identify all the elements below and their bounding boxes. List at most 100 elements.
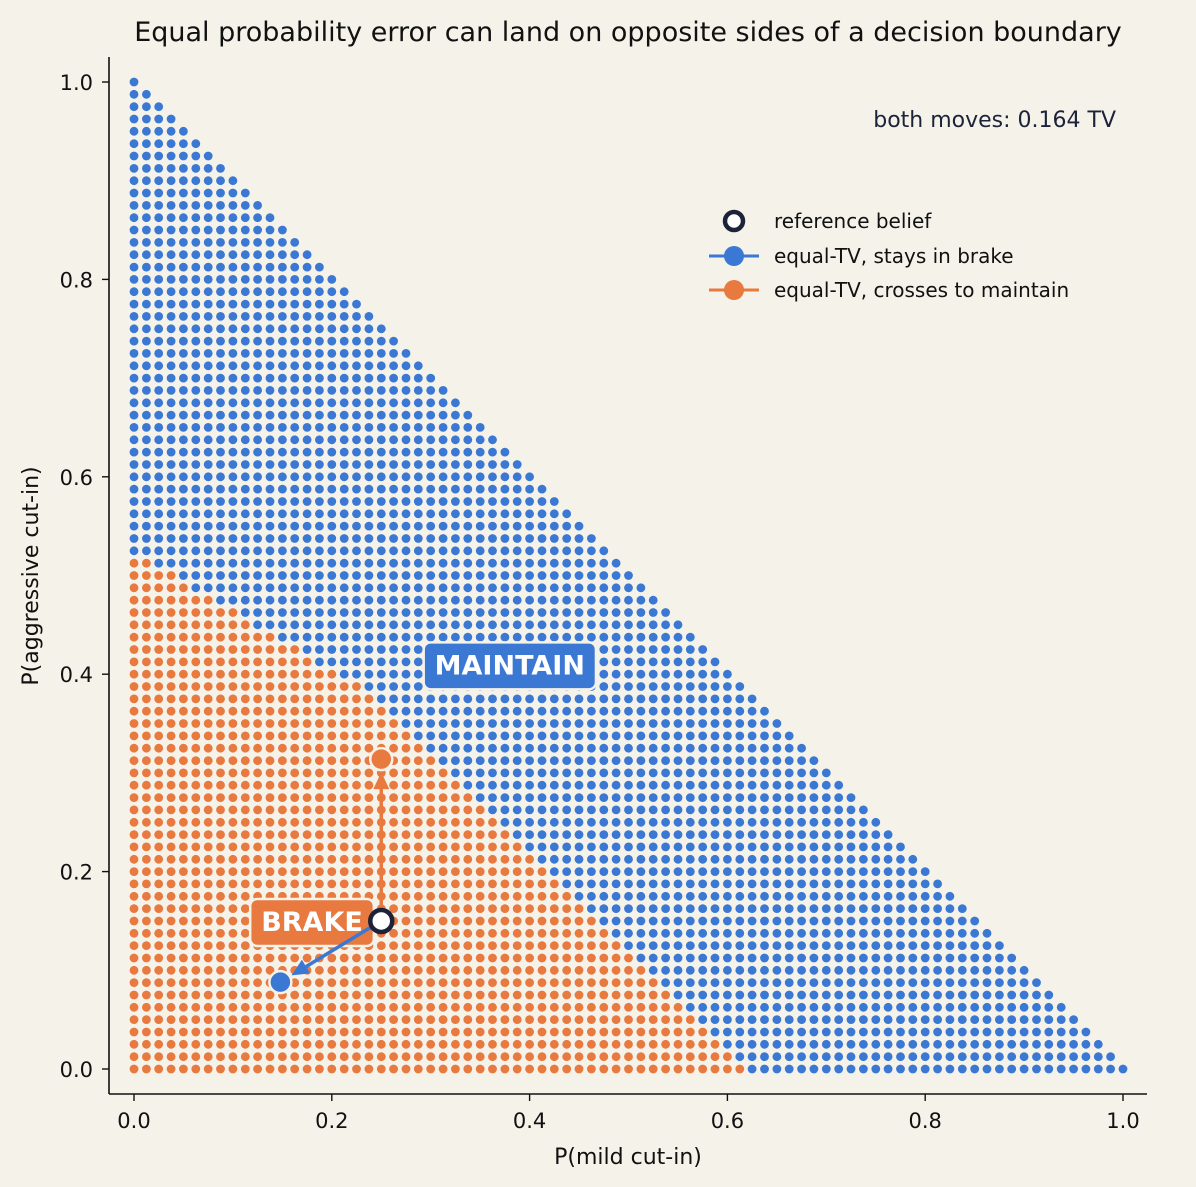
dot-maintain xyxy=(525,595,534,605)
dot-brake xyxy=(549,879,559,889)
dot-maintain xyxy=(253,238,262,247)
dot-brake xyxy=(389,1052,398,1062)
dot-maintain xyxy=(933,928,942,938)
dot-maintain xyxy=(401,657,411,667)
dot-maintain xyxy=(475,583,485,593)
dot-maintain xyxy=(599,546,609,556)
dot-brake xyxy=(438,978,448,987)
dot-maintain xyxy=(772,768,782,778)
dot-maintain xyxy=(760,854,769,864)
dot-brake xyxy=(488,854,497,864)
dot-brake xyxy=(327,706,337,716)
dot-maintain xyxy=(265,349,275,358)
dot-brake xyxy=(599,941,609,950)
dot-maintain xyxy=(599,756,609,765)
dot-maintain xyxy=(908,1052,918,1062)
dot-brake xyxy=(389,965,398,975)
dot-brake xyxy=(599,928,609,938)
dot-maintain xyxy=(302,472,312,482)
dot-brake xyxy=(438,1052,448,1062)
dot-maintain xyxy=(648,854,658,864)
dot-maintain xyxy=(1032,978,1041,987)
dot-maintain xyxy=(401,484,411,494)
dot-brake xyxy=(339,953,349,963)
dot-brake xyxy=(129,1039,139,1049)
dot-brake xyxy=(413,904,423,913)
dot-brake xyxy=(512,941,522,950)
dot-maintain xyxy=(809,879,819,889)
dot-brake xyxy=(179,694,188,704)
dot-maintain xyxy=(500,694,510,704)
dot-maintain xyxy=(1032,1015,1041,1024)
dot-maintain xyxy=(401,694,411,704)
dot-maintain xyxy=(142,312,151,321)
dot-maintain xyxy=(389,361,398,371)
dot-maintain xyxy=(154,435,164,445)
dot-maintain xyxy=(599,620,609,630)
dot-maintain xyxy=(364,546,374,556)
dot-maintain xyxy=(698,965,708,975)
dot-maintain xyxy=(883,1002,893,1012)
dot-maintain xyxy=(401,669,411,679)
dot-brake xyxy=(500,941,510,950)
dot-brake xyxy=(278,817,287,827)
dot-brake xyxy=(179,990,188,1000)
dot-maintain xyxy=(933,965,942,975)
dot-brake xyxy=(451,1039,460,1049)
dot-brake xyxy=(327,756,337,765)
dot-brake xyxy=(438,817,448,827)
dot-maintain xyxy=(438,509,448,519)
dot-brake xyxy=(228,780,238,790)
dot-maintain xyxy=(772,1015,782,1024)
dot-brake xyxy=(228,731,238,741)
dot-maintain xyxy=(821,941,831,950)
dot-brake xyxy=(401,928,411,938)
dot-brake xyxy=(216,941,225,950)
dot-maintain xyxy=(846,854,856,864)
dot-brake xyxy=(599,1039,609,1049)
dot-maintain xyxy=(574,571,584,580)
dot-maintain xyxy=(154,386,164,395)
dot-maintain xyxy=(883,879,893,889)
dot-maintain xyxy=(995,978,1004,987)
dot-brake xyxy=(278,719,287,728)
dot-maintain xyxy=(315,398,324,408)
dot-brake xyxy=(475,916,485,926)
dot-maintain xyxy=(846,904,856,913)
dot-brake xyxy=(191,706,201,716)
dot-maintain xyxy=(315,299,324,309)
dot-maintain xyxy=(413,694,423,704)
dot-maintain xyxy=(760,941,769,950)
dot-maintain xyxy=(982,928,992,938)
dot-maintain xyxy=(933,1064,942,1074)
dot-maintain xyxy=(278,571,287,580)
dot-maintain xyxy=(970,941,980,950)
dot-brake xyxy=(179,867,188,876)
dot-maintain xyxy=(302,546,312,556)
dot-maintain xyxy=(784,879,794,889)
dot-maintain xyxy=(451,731,460,741)
dot-maintain xyxy=(352,447,361,457)
dot-maintain xyxy=(413,669,423,679)
dot-maintain xyxy=(587,558,596,568)
dot-maintain xyxy=(685,682,695,691)
dot-maintain xyxy=(698,657,708,667)
dot-maintain xyxy=(636,608,646,617)
dot-maintain xyxy=(376,472,386,482)
dot-brake xyxy=(339,706,349,716)
dot-maintain xyxy=(772,879,782,889)
dot-maintain xyxy=(240,558,250,568)
dot-maintain xyxy=(957,990,967,1000)
dot-maintain xyxy=(636,583,646,593)
dot-maintain xyxy=(871,953,881,963)
dot-maintain xyxy=(821,965,831,975)
dot-brake xyxy=(512,854,522,864)
dot-maintain xyxy=(216,460,225,469)
dot-maintain xyxy=(661,620,670,630)
dot-maintain xyxy=(451,756,460,765)
dot-maintain xyxy=(500,583,510,593)
dot-maintain xyxy=(1081,1052,1091,1062)
dot-maintain xyxy=(648,904,658,913)
dot-brake xyxy=(710,1052,720,1062)
dot-maintain xyxy=(611,583,621,593)
